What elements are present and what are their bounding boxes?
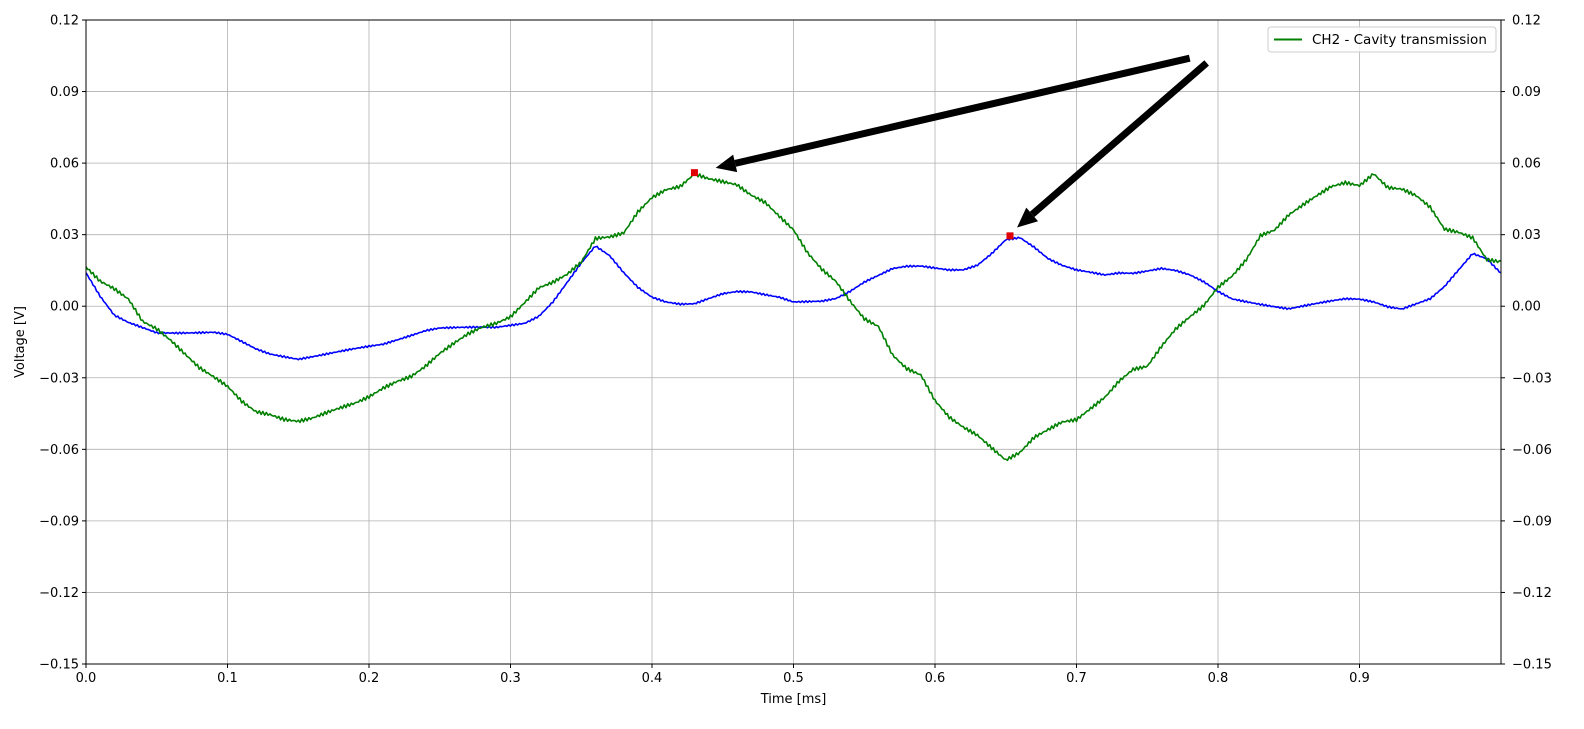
y-tick-label-right: −0.03 <box>1512 371 1552 386</box>
y-tick-label-left: 0.00 <box>50 300 79 315</box>
y-tick-label-right: −0.12 <box>1512 586 1552 601</box>
x-axis-label: Time [ms] <box>760 692 827 707</box>
legend: CH2 - Cavity transmission <box>1267 26 1497 53</box>
arrow-shaft <box>734 54 1191 167</box>
annotation-arrows <box>715 54 1209 228</box>
arrow-head <box>1017 207 1039 228</box>
series-line-ch2 <box>85 172 1502 462</box>
x-tick-label: 0.6 <box>925 671 946 686</box>
y-tick-label-right: −0.15 <box>1512 658 1552 673</box>
y-tick-label-right: 0.06 <box>1512 157 1541 172</box>
arrow-head <box>715 154 738 173</box>
x-tick-label: 0.8 <box>1208 671 1229 686</box>
marker-layer <box>690 169 1014 240</box>
y-tick-label-right: 0.09 <box>1512 85 1541 100</box>
series-line-ch1 <box>85 236 1502 361</box>
axis-ticks: 0.0 0.1 0.2 0.3 0.4 0.5 0.6 0.7 0.8 0.9 0.12 0.12 0.… <box>39 14 1552 687</box>
y-tick-label-left: −0.12 <box>39 586 79 601</box>
peak-marker <box>690 169 698 177</box>
legend-label-ch2: CH2 - Cavity transmission <box>1312 32 1487 48</box>
x-tick-label: 0.1 <box>217 671 238 686</box>
y-tick-label-right: 0.00 <box>1512 300 1541 315</box>
y-axis-label: Voltage [V] <box>13 306 28 378</box>
y-tick-label-left: −0.09 <box>39 514 79 529</box>
y-tick-label-left: −0.15 <box>39 658 79 673</box>
x-tick-label: 0.7 <box>1066 671 1087 686</box>
y-tick-label-right: 0.03 <box>1512 228 1541 243</box>
x-tick-label: 0.5 <box>783 671 804 686</box>
y-tick-label-right: −0.09 <box>1512 514 1552 529</box>
y-tick-label-left: 0.06 <box>50 157 79 172</box>
x-tick-label: 0.0 <box>76 671 97 686</box>
x-tick-label: 0.4 <box>642 671 663 686</box>
y-tick-label-right: −0.06 <box>1512 443 1552 458</box>
y-tick-label-left: −0.03 <box>39 371 79 386</box>
series-layer <box>85 172 1502 462</box>
y-tick-label-left: 0.09 <box>50 85 79 100</box>
y-tick-label-left: 0.03 <box>50 228 79 243</box>
y-tick-label-left: 0.12 <box>50 14 79 29</box>
legend-box <box>1267 26 1497 53</box>
x-tick-label: 0.3 <box>500 671 521 686</box>
y-tick-label-left: −0.06 <box>39 443 79 458</box>
x-tick-label: 0.2 <box>359 671 380 686</box>
y-tick-label-right: 0.12 <box>1512 14 1541 29</box>
peak-marker <box>1006 232 1014 240</box>
arrow-shaft <box>1029 60 1209 218</box>
x-tick-label: 0.9 <box>1349 671 1370 686</box>
